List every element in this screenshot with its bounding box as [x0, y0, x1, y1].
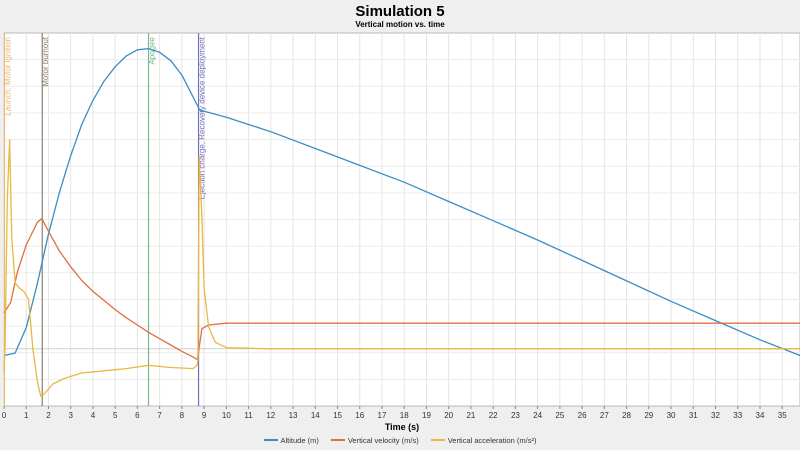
x-tick-label: 5: [113, 411, 118, 420]
x-tick-label: 15: [333, 411, 342, 420]
legend-label: Vertical velocity (m/s): [347, 436, 419, 445]
x-tick-label: 10: [222, 411, 231, 420]
x-tick-label: 19: [422, 411, 431, 420]
x-tick-label: 11: [244, 411, 253, 420]
legend-item-1: Altitude (m): [263, 436, 319, 445]
legend-swatch: [330, 439, 345, 442]
legend-swatch: [263, 439, 278, 442]
x-tick-label: 29: [644, 411, 653, 420]
event-marker-label: Apogee: [148, 36, 157, 64]
x-tick-label: 6: [135, 411, 140, 420]
legend-label: Vertical acceleration (m/s²): [447, 436, 537, 445]
x-tick-label: 24: [533, 411, 542, 420]
x-tick-label: 32: [711, 411, 720, 420]
x-tick-label: 12: [266, 411, 275, 420]
x-tick-label: 31: [689, 411, 698, 420]
grid-lines: [3, 33, 800, 406]
x-tick-label: 3: [68, 411, 73, 420]
x-tick-label: 7: [157, 411, 162, 420]
series-line-1: [3, 47, 800, 357]
x-tick-label: 4: [91, 411, 96, 420]
series-lines: [3, 47, 800, 397]
legend-swatch: [430, 439, 445, 442]
x-tick-label: 20: [444, 411, 453, 420]
legend-label: Altitude (m): [280, 436, 319, 445]
x-tick-label: 25: [555, 411, 564, 420]
event-marker-label: Ejection charge, Recovery device deploym…: [198, 36, 207, 199]
x-tick-label: 33: [733, 411, 742, 420]
series-line-3: [3, 139, 800, 397]
x-tick-label: 22: [489, 411, 498, 420]
x-tick-label: 14: [311, 411, 320, 420]
legend-item-2: Vertical velocity (m/s): [330, 436, 419, 445]
x-tick-label: 28: [622, 411, 631, 420]
legend: Altitude (m) Vertical velocity (m/s) Verti…: [0, 436, 800, 445]
x-tick-label: 9: [202, 411, 207, 420]
x-tick-label: 27: [600, 411, 609, 420]
legend-item-3: Vertical acceleration (m/s²): [430, 436, 537, 445]
x-tick-label: 13: [289, 411, 298, 420]
event-marker-label: Motor burnout: [41, 36, 50, 87]
x-tick-label: 17: [378, 411, 387, 420]
chart-subtitle: Vertical motion vs. time: [355, 20, 445, 29]
x-tick-label: 34: [756, 411, 765, 420]
x-tick-label: 1: [24, 411, 29, 420]
x-tick-label: 18: [400, 411, 409, 420]
x-tick-label: 0: [2, 411, 7, 420]
x-axis-ticks: 0 1 2 3 4 5 6 7 8 9 10 11 12 13 14 15 16 17 18 19 20 21 22 23 24…: [2, 406, 787, 420]
x-tick-label: 30: [667, 411, 676, 420]
x-tick-label: 21: [466, 411, 475, 420]
x-tick-label: 23: [511, 411, 520, 420]
chart-title: Simulation 5: [355, 3, 445, 20]
x-axis-label: Time (s): [385, 422, 419, 432]
event-marker-label: Launch, Motor ignition: [3, 37, 12, 116]
x-tick-label: 35: [778, 411, 787, 420]
x-tick-label: 16: [355, 411, 364, 420]
x-tick-label: 2: [46, 411, 51, 420]
series-line-2: [3, 217, 800, 361]
x-tick-label: 26: [578, 411, 587, 420]
x-tick-label: 8: [180, 411, 185, 420]
